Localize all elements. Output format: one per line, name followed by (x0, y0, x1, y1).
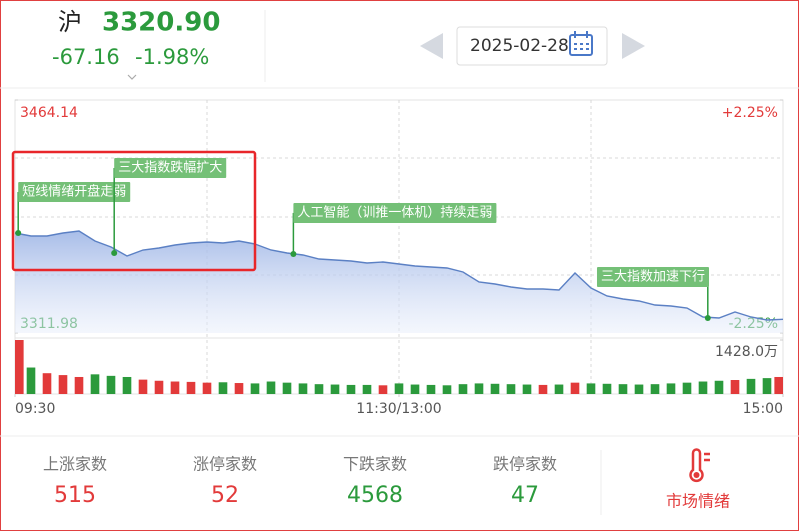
volume-bar (762, 378, 772, 394)
annotation-label: 三大指数跌幅扩大 (118, 160, 222, 176)
volume-bar (298, 383, 308, 394)
next-day[interactable] (622, 33, 645, 59)
plot: 3311.983464.14-2.25%+2.25%09:3011:30/13:… (14, 99, 784, 417)
volume-bar (202, 382, 212, 394)
volume-bar (15, 340, 24, 394)
y2-tick-label: +2.25% (722, 105, 778, 121)
volume-bar (774, 376, 783, 394)
annotation-box (293, 202, 497, 223)
annotation-box (18, 182, 131, 203)
x-tick-label: 09:30 (15, 401, 55, 417)
change: -67.16 (52, 45, 120, 69)
annotation-box (114, 158, 227, 179)
volume-bar (538, 384, 548, 394)
volume-bar (490, 383, 500, 394)
volume-bar (586, 383, 596, 394)
stats: 上涨家数 515 涨停家数 52 下跌家数 4568 跌停家数 47 (43, 455, 557, 509)
stat-value: 4568 (347, 483, 403, 508)
sentiment-button[interactable]: 市场情绪 (666, 448, 730, 511)
volume-bar (634, 384, 644, 394)
stat-label: 下跌家数 (343, 455, 407, 474)
volume-bar (570, 382, 580, 394)
volume-bar (682, 382, 692, 394)
calendar-icon[interactable] (569, 31, 593, 56)
stat-value: 52 (211, 483, 239, 508)
stat-value: 47 (511, 483, 539, 508)
volume-bar (698, 381, 708, 394)
volume-bar (106, 375, 116, 394)
volume-bar (138, 379, 148, 394)
volume-bar (554, 384, 564, 394)
volume-bar (458, 384, 468, 394)
y-tick-label: 3464.14 (20, 105, 78, 121)
volume-bar (426, 384, 436, 394)
annotation-box (596, 266, 709, 287)
volume-bar (618, 384, 628, 394)
x-tick-label: 11:30/13:00 (356, 401, 441, 417)
volume-bar (74, 376, 84, 394)
volume-bar (714, 380, 724, 394)
volume-bar (522, 384, 532, 394)
stat-label: 上涨家数 (43, 455, 107, 474)
volume-bar (410, 384, 420, 394)
volume-bar (650, 384, 660, 394)
volume-bar (362, 384, 372, 394)
volume-bar (58, 375, 68, 394)
price-line (14, 230, 784, 321)
volume-bar (266, 381, 276, 394)
volume-bar (346, 384, 356, 394)
volume-bar (90, 374, 100, 394)
x-tick-label: 15:00 (743, 401, 783, 417)
volume-bar (282, 382, 292, 394)
volume-bar (250, 383, 260, 394)
volume-bar (26, 367, 36, 394)
annotation-point (704, 314, 711, 321)
annotation-point (111, 250, 118, 257)
button-label[interactable]: 市场情绪 (666, 492, 730, 511)
annotation-label: 三大指数加速下行 (601, 269, 705, 284)
volume-bar (474, 383, 484, 394)
volume-bar (154, 380, 164, 394)
expand-icon[interactable] (127, 74, 137, 80)
volume-bar (170, 381, 180, 394)
annotation-label: 人工智能（训推一体机）持续走弱 (297, 205, 492, 220)
annotation-point (290, 250, 297, 257)
volume-bar (186, 381, 196, 394)
volume-bar (506, 384, 516, 394)
date: 2025-02-28 (470, 36, 569, 56)
stat-label: 涨停家数 (193, 455, 257, 474)
annotation-label: 短线情绪开盘走弱 (22, 184, 126, 200)
volume-bar (442, 385, 452, 394)
prev-day[interactable] (420, 33, 443, 59)
change-pct: -1.98% (135, 45, 209, 69)
highlight-box (11, 150, 257, 272)
volume-bar (378, 385, 388, 394)
volume-bar (394, 383, 404, 394)
volume-bar (122, 376, 132, 394)
volume-bar (314, 384, 324, 394)
volume-bar (666, 383, 676, 394)
volume-bar (234, 383, 244, 394)
volume-bar (730, 380, 740, 394)
price: 3320.90 (102, 8, 220, 38)
volume-bar (218, 382, 228, 394)
volume-bar (330, 384, 340, 394)
volume-bar (602, 383, 612, 394)
stat-value: 515 (54, 483, 96, 508)
annotation-point (15, 230, 22, 237)
stat-label: 跌停家数 (493, 455, 557, 474)
market: 沪 (58, 8, 82, 36)
volume-bar (42, 373, 52, 394)
volume-tick-label: 1428.0万 (715, 344, 778, 360)
volume-bar (746, 378, 756, 394)
area (15, 231, 783, 333)
